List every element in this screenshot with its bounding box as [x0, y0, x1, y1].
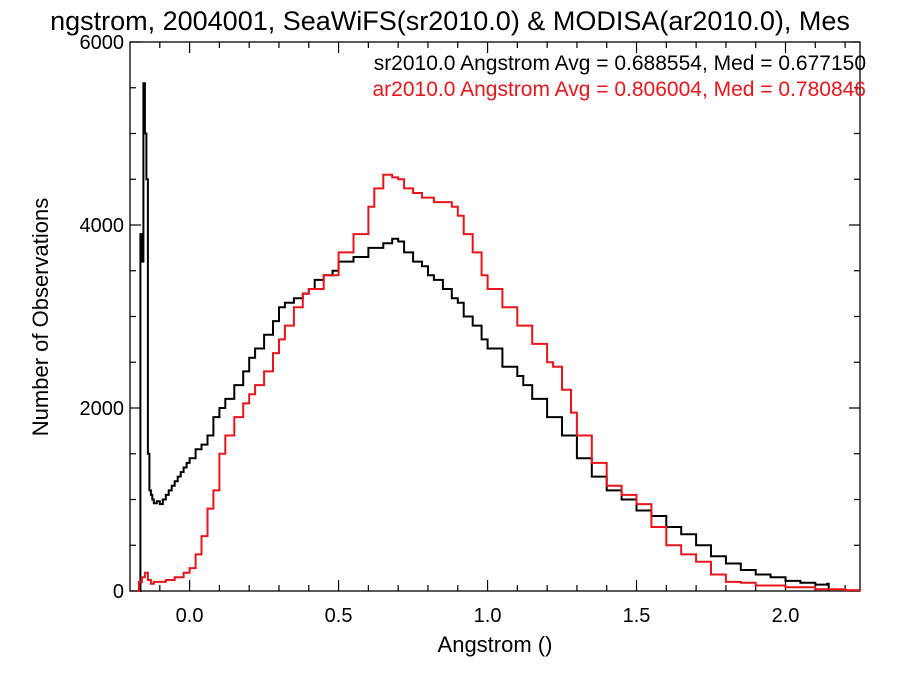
y-tick-label: 6000 [80, 32, 125, 54]
x-tick-label: 2.0 [772, 605, 800, 627]
x-tick-label: 0.5 [325, 605, 353, 627]
legend-entry: ar2010.0 Angstrom Avg = 0.806004, Med = … [373, 78, 867, 101]
y-axis: 0 2000 4000 6000 [80, 32, 860, 603]
y-tick-label: 4000 [80, 215, 125, 237]
x-axis-label: Angstrom () [438, 632, 553, 657]
series-line-ar2010 [137, 173, 861, 592]
x-tick-label: 1.0 [474, 605, 502, 627]
y-axis-label: Number of Observations [28, 198, 53, 436]
series-lines [137, 82, 861, 592]
plot-border [129, 41, 861, 592]
chart-title: ngstrom, 2004001, SeaWiFS(sr2010.0) & MO… [50, 6, 850, 36]
x-tick-label: 0.0 [176, 605, 204, 627]
x-tick-label: 1.5 [623, 605, 651, 627]
plot-frame [129, 41, 861, 592]
legend: sr2010.0 Angstrom Avg = 0.688554, Med = … [373, 52, 867, 101]
legend-entry: sr2010.0 Angstrom Avg = 0.688554, Med = … [374, 52, 866, 75]
y-tick-label: 0 [113, 581, 124, 603]
y-tick-label: 2000 [80, 398, 125, 420]
series-line-sr2010 [137, 82, 830, 592]
x-axis: 0.0 0.5 1.0 1.5 2.0 [159, 42, 846, 627]
